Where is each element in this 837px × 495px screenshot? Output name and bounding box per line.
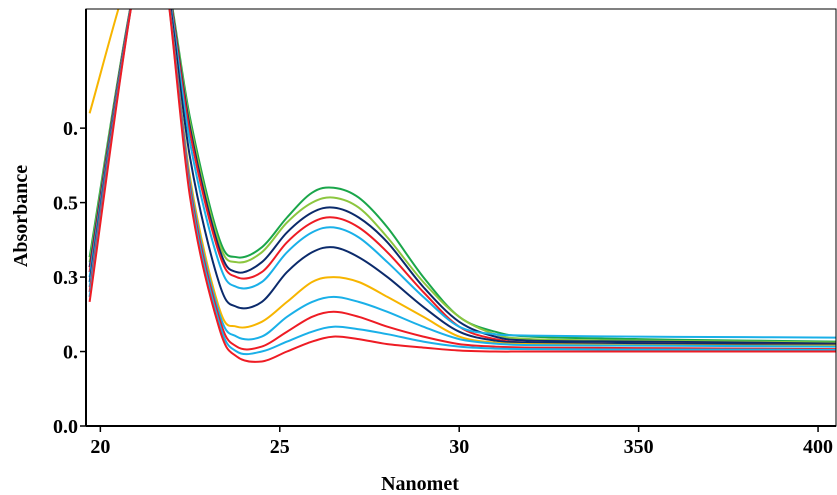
series-line-3: [88, 9, 837, 345]
y-axis-label: Absorbance: [10, 165, 32, 267]
series-line-5: [88, 9, 837, 339]
x-tick-label-2: 25: [270, 436, 290, 458]
series-line-2: [88, 9, 837, 344]
series-line-8: [88, 9, 837, 348]
y-tick-label-4: 0.5: [53, 193, 78, 215]
x-tick-label-1: 20: [90, 436, 110, 458]
x-tick-label-4: 350: [624, 436, 654, 458]
series-layer: [88, 9, 837, 363]
series-line-10: [88, 9, 837, 356]
series-line-6: [88, 9, 837, 346]
y-tick-label-2: 0.: [63, 342, 78, 364]
series-line-1: [88, 9, 837, 343]
series-line-11: [88, 9, 836, 363]
tick-layer: 20 25 30 350 400 0.0 0. 0.3 0.5 0.: [53, 118, 833, 458]
x-tick-label-5: 400: [803, 436, 833, 458]
y-tick-label-1: 0.0: [53, 416, 78, 438]
x-axis-label: Nanomet: [381, 473, 459, 495]
x-tick-label-3: 30: [449, 436, 469, 458]
y-tick-label-3: 0.3: [53, 267, 78, 289]
plot-frame: [85, 8, 837, 427]
series-line-9: [88, 9, 837, 351]
y-tick-label-5: 0.: [63, 118, 78, 140]
